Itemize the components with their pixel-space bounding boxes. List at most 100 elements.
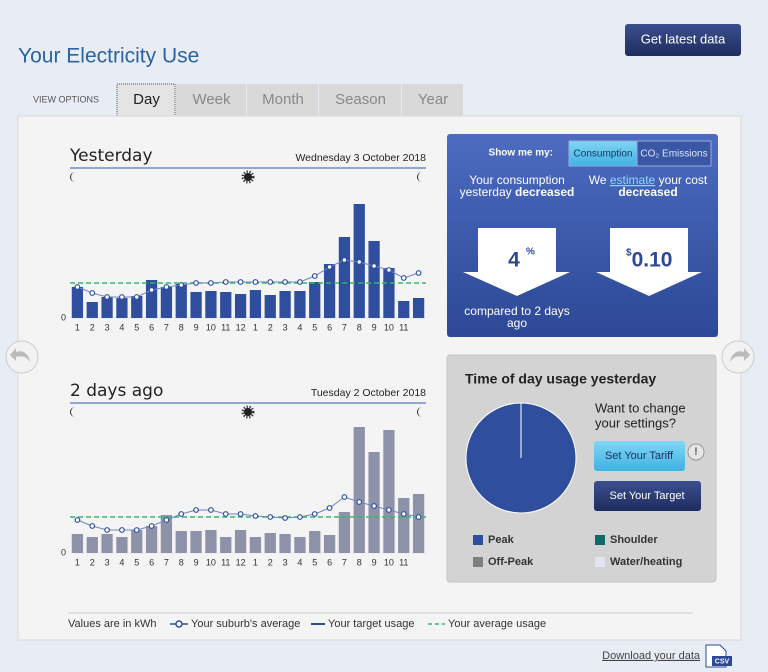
suburb-point: [341, 257, 348, 263]
tab[interactable]: Year: [402, 84, 463, 117]
y-tick-label: 0: [61, 312, 66, 322]
x-tick-label: 5: [134, 557, 139, 567]
page-title: Your Electricity Use: [18, 45, 199, 68]
suburb-point: [341, 494, 348, 500]
x-tick-label: 11: [399, 557, 408, 567]
tab[interactable]: Season: [319, 84, 401, 117]
moon-icon: [417, 407, 422, 417]
chart-date: Tuesday 2 October 2018: [311, 387, 426, 399]
bar: [249, 537, 262, 553]
x-tick-label: 6: [327, 557, 332, 567]
cost-text: We estimate your cost: [589, 173, 708, 187]
toggle-label: CO₂ Emissions: [640, 149, 707, 160]
suburb-point: [222, 511, 229, 517]
x-tick-label: 10: [384, 557, 394, 567]
tab-bg: [247, 84, 318, 117]
button-label: Set Your Tariff: [605, 450, 674, 462]
suburb-point: [74, 517, 81, 523]
estimate-link[interactable]: estimate: [610, 173, 656, 187]
bar: [368, 452, 380, 553]
x-tick-label: 4: [297, 557, 302, 567]
text: your cost: [659, 173, 708, 187]
legend-swatch: [473, 557, 483, 567]
bar: [234, 530, 247, 553]
bar: [86, 537, 98, 553]
suburb-point: [193, 280, 199, 286]
x-tick-label: 9: [372, 557, 377, 567]
button-label: Get latest data: [641, 31, 726, 46]
x-tick-label: 5: [312, 557, 317, 567]
latest-button[interactable]: Get latest data: [625, 24, 741, 56]
bar: [131, 296, 143, 318]
prev-arrow[interactable]: [5, 340, 39, 374]
x-tick-label: 8: [179, 322, 184, 332]
bar: [338, 237, 351, 318]
suburb-point: [326, 264, 333, 270]
tab[interactable]: Week: [176, 84, 246, 117]
download-link[interactable]: Download your data: [602, 650, 701, 662]
tariff-button[interactable]: Set Your Tariff: [594, 441, 685, 471]
x-tick-label: 8: [357, 322, 362, 332]
suburb-point: [237, 279, 244, 285]
x-tick-label: 3: [105, 557, 110, 567]
bar: [190, 292, 202, 318]
bar: [323, 264, 336, 318]
bar: [279, 291, 291, 318]
bar: [383, 430, 395, 553]
x-tick-label: 11: [221, 557, 230, 567]
bar: [249, 290, 262, 318]
suburb-point: [415, 270, 422, 276]
bar: [294, 537, 306, 553]
x-tick-label: 12: [236, 557, 246, 567]
x-tick-label: 8: [357, 557, 362, 567]
prompt: your settings?: [595, 415, 676, 430]
suburb-point: [208, 507, 214, 513]
suburb-point: [148, 287, 155, 293]
bar: [412, 298, 425, 318]
x-tick-label: 12: [236, 322, 246, 332]
tab[interactable]: Month: [247, 84, 318, 117]
legend-label: Peak: [488, 534, 515, 546]
x-tick-label: 10: [384, 322, 394, 332]
x-tick-label: 3: [283, 557, 288, 567]
suburb-point: [163, 517, 170, 523]
x-tick-label: 4: [119, 322, 124, 332]
cost: 0.10: [632, 249, 673, 272]
prev-icon: [10, 348, 30, 362]
toggle-consumption[interactable]: [568, 140, 638, 167]
suburb-point: [178, 282, 185, 288]
info-icon[interactable]: [687, 443, 705, 461]
x-tick-label: 1: [253, 322, 258, 332]
csv-badge: [712, 656, 732, 666]
suburb-point: [252, 279, 259, 285]
tab-label: Day: [133, 91, 160, 108]
suburb-point: [148, 523, 155, 529]
x-tick-label: 9: [372, 322, 377, 332]
show-label: Show me my:: [489, 148, 553, 159]
tab[interactable]: Day: [116, 83, 176, 118]
cost-trend: decreased: [618, 185, 677, 199]
x-tick-label: 7: [164, 557, 169, 567]
legend-label: Off-Peak: [488, 556, 534, 568]
bar: [101, 534, 113, 553]
suburb-point: [89, 290, 96, 296]
x-tick-label: 5: [134, 322, 139, 332]
suburb-point: [400, 511, 407, 517]
suburb-point: [133, 527, 140, 533]
x-tick-label: 7: [342, 557, 347, 567]
suburb-point: [222, 279, 229, 285]
units-note: Values are in kWh: [68, 618, 156, 630]
sun-icon: [241, 170, 255, 184]
bar: [353, 427, 365, 553]
next-arrow[interactable]: [721, 340, 755, 374]
average-legend: Your average usage: [448, 618, 546, 630]
legend-label: Water/heating: [610, 556, 682, 568]
toggle-co2[interactable]: [636, 140, 712, 167]
x-tick-label: 2: [268, 557, 273, 567]
bar: [398, 498, 410, 553]
target-button[interactable]: Set Your Target: [594, 481, 701, 511]
legend-label: Shoulder: [610, 534, 658, 546]
bar: [279, 534, 291, 553]
